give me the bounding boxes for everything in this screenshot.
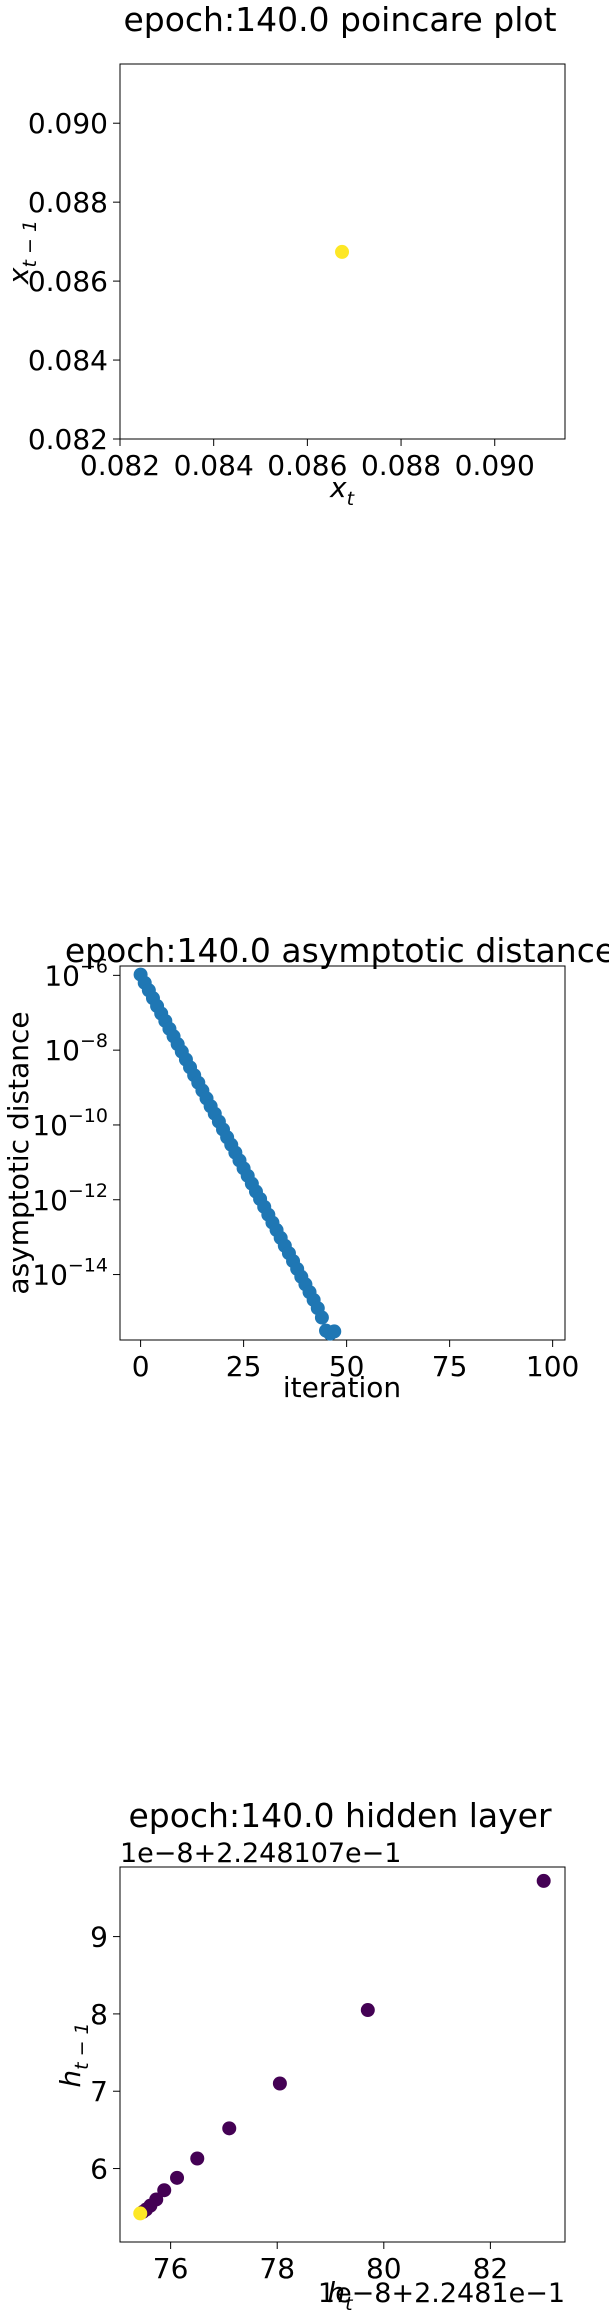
hidden-layer-x-tick-label: 78 — [259, 2252, 295, 2285]
hidden-layer-panel: epoch:140.0 hidden layer 1e−8+2.248107e−… — [54, 1796, 566, 2310]
hidden-layer-point — [360, 2003, 375, 2018]
hidden-layer-y-tick-label: 6 — [90, 2153, 108, 2186]
asymptotic-distance-panel: epoch:140.0 asymptotic distance 0 25 50 75 1… — [2, 931, 609, 1404]
asymptotic-y-tick-label: 10−6 — [44, 955, 108, 992]
asymptotic-y-ticks: 10−6 10−8 10−10 10−12 10−14 — [32, 955, 120, 1292]
poincare-x-tick-label: 0.088 — [361, 449, 441, 482]
poincare-y-tick-label: 0.086 — [28, 265, 108, 298]
hidden-layer-axes-frame — [119, 1866, 566, 2243]
asymptotic-y-tick-label: 10−14 — [32, 1255, 108, 1292]
asymptotic-y-tick-label: 10−8 — [44, 1030, 108, 1067]
hidden-layer-point — [222, 2121, 237, 2136]
hidden-layer-x-tick-label: 80 — [366, 2252, 402, 2285]
hidden-layer-title: epoch:140.0 hidden layer — [128, 1796, 551, 1835]
hidden-layer-y-offset-text: 1e−8+2.248107e−1 — [120, 1838, 401, 1869]
hidden-layer-points — [133, 1873, 551, 2221]
asymptotic-title: epoch:140.0 asymptotic distance — [65, 931, 609, 970]
poincare-y-tick-label: 0.082 — [28, 423, 108, 456]
asymptotic-x-tick-label: 25 — [226, 1350, 262, 1383]
asymptotic-x-axis-label: iteration — [283, 1371, 401, 1404]
poincare-x-tick-label: 0.090 — [455, 449, 535, 482]
asymptotic-x-ticks: 0 25 50 75 100 — [132, 1340, 579, 1383]
poincare-x-tick-label: 0.084 — [174, 449, 254, 482]
hidden-layer-point — [536, 1873, 551, 1888]
hidden-layer-y-ticks: 6 7 8 9 — [90, 1921, 120, 2186]
asymptotic-point — [314, 1310, 329, 1325]
asymptotic-points — [133, 967, 342, 1341]
hidden-layer-x-ticks: 76 78 80 82 — [153, 2242, 508, 2285]
hidden-layer-x-axis-label: ht — [327, 2276, 354, 2310]
poincare-plot-panel: epoch:140.0 poincare plot 0.082 0.084 0.08… — [2, 0, 566, 510]
poincare-title: epoch:140.0 poincare plot — [123, 0, 556, 39]
poincare-x-tick-label: 0.086 — [267, 449, 347, 482]
hidden-layer-x-tick-label: 76 — [153, 2252, 189, 2285]
hidden-layer-point — [190, 2151, 205, 2166]
poincare-y-tick-label: 0.090 — [28, 107, 108, 140]
poincare-y-axis-label: xt − 1 — [2, 220, 41, 285]
hidden-layer-point — [157, 2183, 172, 2198]
asymptotic-x-tick-label: 75 — [432, 1350, 468, 1383]
hidden-layer-point — [133, 2206, 148, 2221]
poincare-x-tick-label: 0.082 — [80, 449, 160, 482]
hidden-layer-point — [272, 2076, 287, 2091]
hidden-layer-y-tick-label: 9 — [90, 1921, 108, 1954]
asymptotic-y-tick-label: 10−12 — [32, 1180, 108, 1217]
asymptotic-axes-frame — [119, 965, 566, 1341]
hidden-layer-x-offset-text: 1e−8+2.2481e−1 — [318, 2278, 565, 2309]
asymptotic-x-tick-label: 50 — [329, 1350, 365, 1383]
hidden-layer-point — [170, 2170, 185, 2185]
hidden-layer-y-axis-label: ht − 1 — [54, 2022, 93, 2087]
poincare-x-axis-label: xt — [329, 471, 356, 510]
poincare-axes-frame — [119, 63, 566, 440]
poincare-points — [335, 244, 350, 259]
poincare-point — [335, 244, 350, 259]
asymptotic-x-tick-label: 0 — [132, 1350, 150, 1383]
asymptotic-x-tick-label: 100 — [526, 1350, 579, 1383]
asymptotic-point — [327, 1324, 342, 1339]
poincare-y-tick-label: 0.084 — [28, 344, 108, 377]
hidden-layer-x-tick-label: 82 — [473, 2252, 509, 2285]
hidden-layer-y-tick-label: 8 — [90, 1998, 108, 2031]
hidden-layer-y-tick-label: 7 — [90, 2075, 108, 2108]
poincare-y-tick-label: 0.088 — [28, 186, 108, 219]
poincare-y-ticks: 0.082 0.084 0.086 0.088 0.090 — [28, 107, 120, 456]
asymptotic-y-tick-label: 10−10 — [32, 1105, 108, 1142]
asymptotic-y-axis-label: asymptotic distance — [2, 1011, 35, 1294]
poincare-x-ticks: 0.082 0.084 0.086 0.088 0.090 — [80, 439, 535, 482]
